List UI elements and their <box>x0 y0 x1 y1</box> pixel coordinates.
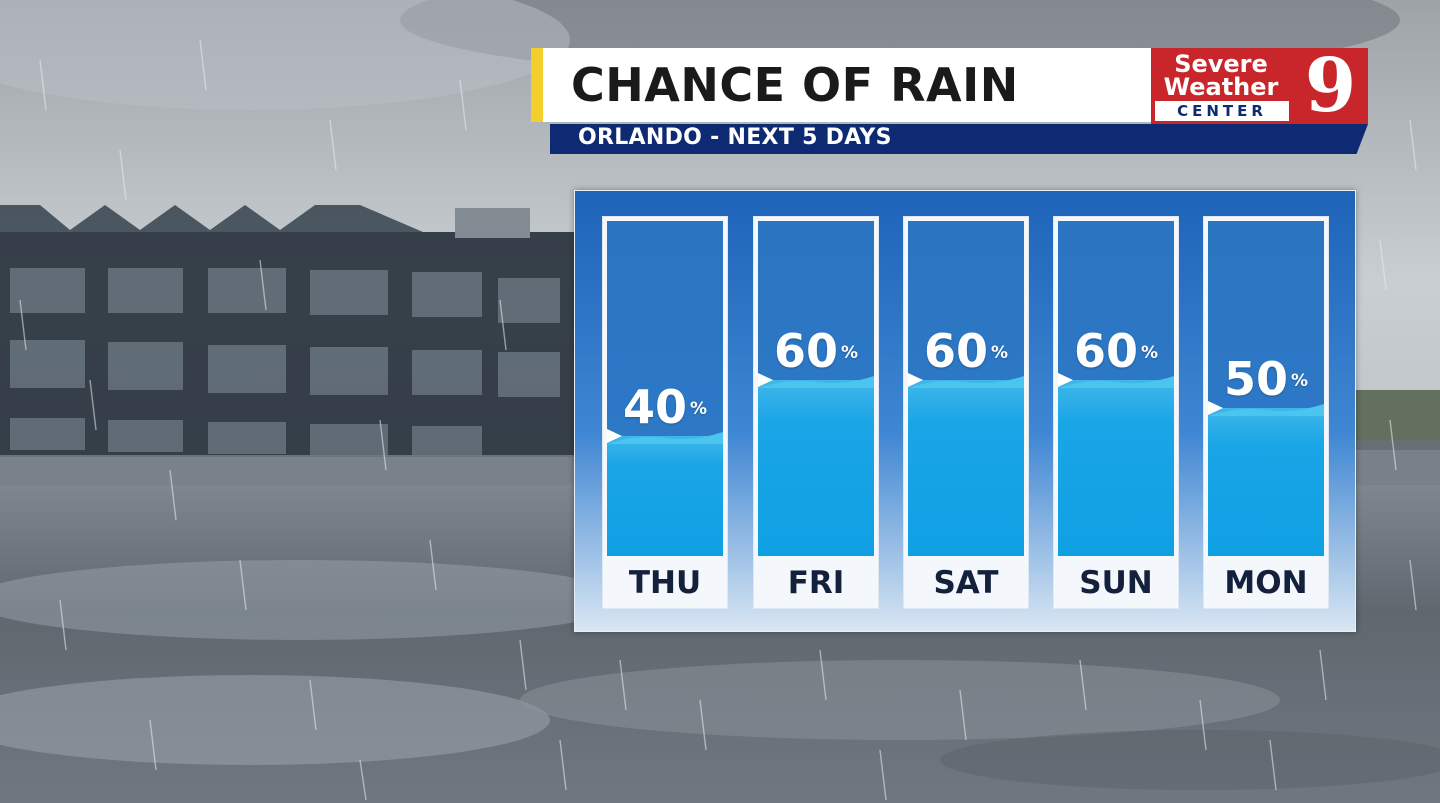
day-label: MON <box>1224 565 1308 601</box>
rain-chance-value: 60 <box>773 324 838 378</box>
logo-line-weather: Weather <box>1163 73 1279 101</box>
day-label: SUN <box>1079 565 1153 601</box>
rain-chance-label: 40% <box>607 384 723 430</box>
percent-sign: % <box>840 343 859 363</box>
title-bar: CHANCE OF RAIN <box>531 48 1151 122</box>
level-marker-icon <box>758 373 773 387</box>
rain-gauge: 50% <box>1208 221 1324 556</box>
rain-chance-bar <box>1058 376 1174 556</box>
day-card-sat: 60% SAT <box>903 216 1029 609</box>
rain-chance-label: 60% <box>908 328 1024 374</box>
rain-chance-chart: 40% THU 60% FRI 60% SAT 60% SUN 50% MON <box>574 190 1356 632</box>
day-label: FRI <box>787 565 845 601</box>
percent-sign: % <box>1140 343 1159 363</box>
rain-chance-label: 60% <box>758 328 874 374</box>
rain-gauge: 40% <box>607 221 723 556</box>
day-label: SAT <box>933 565 999 601</box>
percent-sign: % <box>1290 371 1309 391</box>
rain-chance-bar <box>607 432 723 556</box>
rain-chance-value: 60 <box>923 324 988 378</box>
level-marker-icon <box>1208 401 1223 415</box>
rain-gauge: 60% <box>758 221 874 556</box>
chart-subtitle: ORLANDO - NEXT 5 DAYS <box>578 125 892 150</box>
subtitle-bar: ORLANDO - NEXT 5 DAYS <box>550 124 1368 154</box>
day-card-mon: 50% MON <box>1203 216 1329 609</box>
rain-chance-value: 50 <box>1223 352 1288 406</box>
level-marker-icon <box>1058 373 1073 387</box>
level-marker-icon <box>607 429 622 443</box>
rain-gauge: 60% <box>908 221 1024 556</box>
building <box>0 205 575 457</box>
rain-chance-value: 40 <box>622 380 687 434</box>
day-card-sun: 60% SUN <box>1053 216 1179 609</box>
logo-line-severe: Severe <box>1174 50 1268 78</box>
day-card-thu: 40% THU <box>602 216 728 609</box>
logo-channel-number: 9 <box>1304 43 1357 129</box>
rain-chance-label: 60% <box>1058 328 1174 374</box>
rain-chance-label: 50% <box>1208 356 1324 402</box>
rain-chance-bar <box>908 376 1024 556</box>
rain-gauge: 60% <box>1058 221 1174 556</box>
percent-sign: % <box>689 399 708 419</box>
logo-line-center: CENTER <box>1155 101 1289 121</box>
severe-weather-center-logo: Severe Weather CENTER 9 <box>1151 48 1368 124</box>
rain-chance-bar <box>758 376 874 556</box>
chart-title: CHANCE OF RAIN <box>571 58 1019 112</box>
rain-chance-bar <box>1208 404 1324 556</box>
day-label: THU <box>628 565 702 601</box>
day-card-fri: 60% FRI <box>753 216 879 609</box>
level-marker-icon <box>908 373 923 387</box>
percent-sign: % <box>990 343 1009 363</box>
rain-chance-value: 60 <box>1073 324 1138 378</box>
